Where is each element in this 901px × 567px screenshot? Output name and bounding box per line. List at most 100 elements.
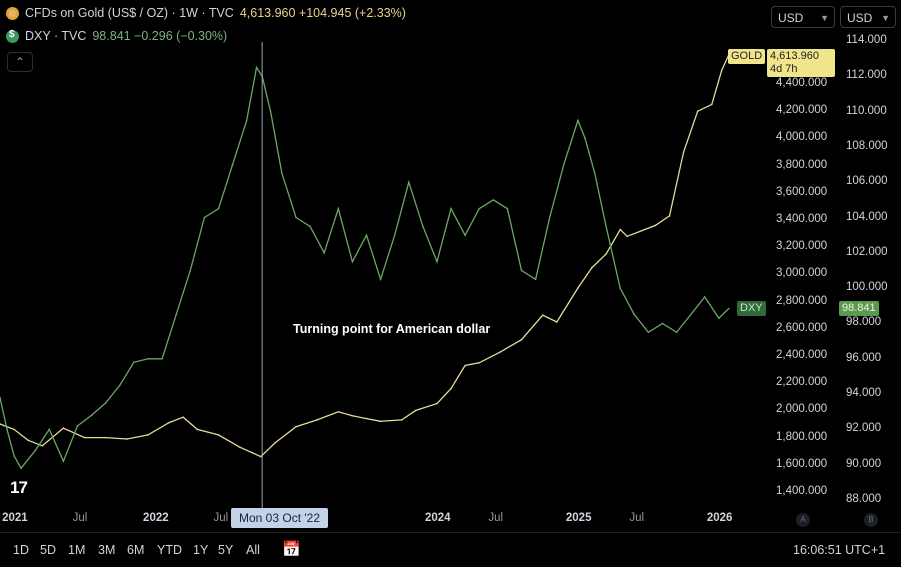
gold-legend[interactable]: CFDs on Gold (US$ / OZ) · 1W · TVC 4,613… bbox=[6, 6, 406, 20]
gold-point bbox=[337, 410, 340, 413]
dxy-point bbox=[548, 216, 551, 219]
timeframe-button-1m[interactable]: 1M bbox=[68, 543, 86, 557]
gold-point bbox=[499, 351, 502, 353]
dxy-point bbox=[309, 225, 311, 228]
toolbar-divider bbox=[0, 532, 901, 533]
gold-point bbox=[0, 423, 1, 425]
clock[interactable]: 16:06:51 UTC+1 bbox=[793, 543, 886, 557]
dxy-value-tag: 98.841 bbox=[839, 301, 879, 316]
dxy-point bbox=[594, 172, 596, 175]
gold-axis-tick: 3,600.000 bbox=[776, 185, 828, 198]
gold-point bbox=[541, 314, 544, 317]
dxy-point bbox=[506, 207, 509, 210]
gold-point bbox=[555, 321, 558, 323]
gold-point bbox=[591, 266, 593, 269]
dxy-legend-title: DXY · TVC bbox=[25, 29, 87, 43]
gold-point bbox=[640, 230, 643, 232]
gold-point bbox=[668, 215, 671, 217]
gold-point bbox=[217, 434, 220, 436]
gold-series bbox=[0, 54, 730, 458]
gold-point bbox=[41, 444, 44, 447]
gold-axis-tick: 2,800.000 bbox=[776, 294, 828, 307]
timeframe-button-6m[interactable]: 6M bbox=[127, 543, 145, 557]
gold-point bbox=[259, 455, 262, 458]
date-range-icon[interactable]: 📅 bbox=[282, 541, 301, 558]
dxy-legend[interactable]: DXY · TVC 98.841 −0.296 (−0.30%) bbox=[6, 29, 227, 43]
gold-axis-tick: 1,400.000 bbox=[776, 485, 828, 497]
dxy-point bbox=[563, 163, 565, 166]
timeframe-button-3m[interactable]: 3M bbox=[98, 543, 116, 557]
dxy-point bbox=[147, 357, 149, 360]
tradingview-logo[interactable]: 17 bbox=[10, 478, 28, 497]
dxy-name-tag: DXY bbox=[737, 301, 766, 316]
gold-point bbox=[147, 434, 149, 436]
dxy-point bbox=[689, 313, 692, 316]
gold-point bbox=[13, 428, 15, 431]
gold-axis-tick: 2,400.000 bbox=[776, 349, 828, 361]
gold-point bbox=[520, 338, 523, 341]
dxy-point bbox=[161, 357, 163, 360]
dxy-line bbox=[0, 65, 730, 470]
dxy-axis-tick: 110.000 bbox=[846, 104, 887, 117]
timeframe-button-5y[interactable]: 5Y bbox=[218, 543, 234, 557]
gold-point bbox=[351, 415, 354, 417]
dxy-point bbox=[62, 460, 65, 462]
timeframe-button-1y[interactable]: 1Y bbox=[193, 543, 209, 557]
dxy-axis-tick: 114.000 bbox=[846, 34, 887, 46]
auto-scale-button[interactable]: A bbox=[796, 513, 810, 527]
gold-point bbox=[464, 364, 466, 367]
dxy-point bbox=[269, 110, 272, 113]
dxy-point bbox=[281, 172, 283, 175]
timeframe-button-1d[interactable]: 1D bbox=[13, 543, 29, 557]
timeframe-button-ytd[interactable]: YTD bbox=[157, 543, 182, 557]
dxy-point bbox=[119, 384, 121, 387]
gold-line bbox=[0, 54, 730, 458]
gold-point bbox=[619, 228, 621, 231]
log-scale-button[interactable]: B bbox=[864, 513, 878, 527]
chevron-down-icon: ▼ bbox=[881, 13, 890, 23]
dxy-point bbox=[436, 260, 438, 263]
collapse-legend-button[interactable]: ⌃ bbox=[7, 52, 33, 72]
dxy-point bbox=[0, 396, 1, 399]
time-axis-label: 2024 bbox=[424, 512, 451, 524]
right-currency-select[interactable]: USD ▼ bbox=[840, 6, 896, 28]
gold-legend-values: 4,613.960 +104.945 (+2.33%) bbox=[239, 6, 406, 20]
dxy-axis-tick: 102.000 bbox=[846, 245, 888, 258]
gold-point bbox=[379, 420, 382, 423]
dxy-point bbox=[605, 225, 607, 228]
gold-point bbox=[626, 235, 629, 238]
left-currency-select[interactable]: USD ▼ bbox=[771, 6, 835, 28]
time-axis-label: 2026 bbox=[706, 512, 733, 524]
dxy-axis-tick: 94.000 bbox=[846, 387, 882, 400]
dxy-point bbox=[189, 269, 192, 272]
gold-legend-title: CFDs on Gold (US$ / OZ) · 1W · TVC bbox=[25, 6, 234, 20]
gold-point bbox=[238, 446, 241, 448]
dxy-point bbox=[323, 252, 325, 254]
dxy-series bbox=[0, 65, 730, 470]
time-axis-label: Jul bbox=[213, 512, 229, 524]
dxy-point bbox=[584, 137, 586, 139]
gold-point bbox=[83, 436, 86, 439]
dxy-point bbox=[661, 322, 664, 325]
time-axis-label: Jul bbox=[488, 512, 504, 524]
time-axis-label: 2025 bbox=[565, 512, 592, 524]
gold-point bbox=[316, 419, 318, 421]
dxy-axis-tick: 90.000 bbox=[846, 457, 882, 470]
timeframe-button-all[interactable]: All bbox=[246, 543, 260, 557]
dxy-point bbox=[255, 66, 258, 69]
gold-name-tag: GOLD bbox=[728, 49, 766, 64]
timeframe-button-5d[interactable]: 5D bbox=[40, 543, 56, 557]
gold-point bbox=[696, 110, 699, 112]
dxy-point bbox=[422, 225, 424, 228]
dxy-symbol-icon bbox=[6, 29, 19, 43]
time-axis-label: Jul bbox=[629, 512, 645, 524]
gold-point bbox=[711, 103, 713, 106]
gold-point bbox=[365, 417, 368, 420]
gold-point bbox=[27, 439, 29, 442]
gold-point bbox=[415, 409, 417, 412]
dxy-point bbox=[13, 455, 15, 457]
dxy-point bbox=[393, 234, 396, 236]
dxy-point bbox=[633, 313, 636, 316]
dxy-axis-tick: 92.000 bbox=[846, 422, 882, 435]
